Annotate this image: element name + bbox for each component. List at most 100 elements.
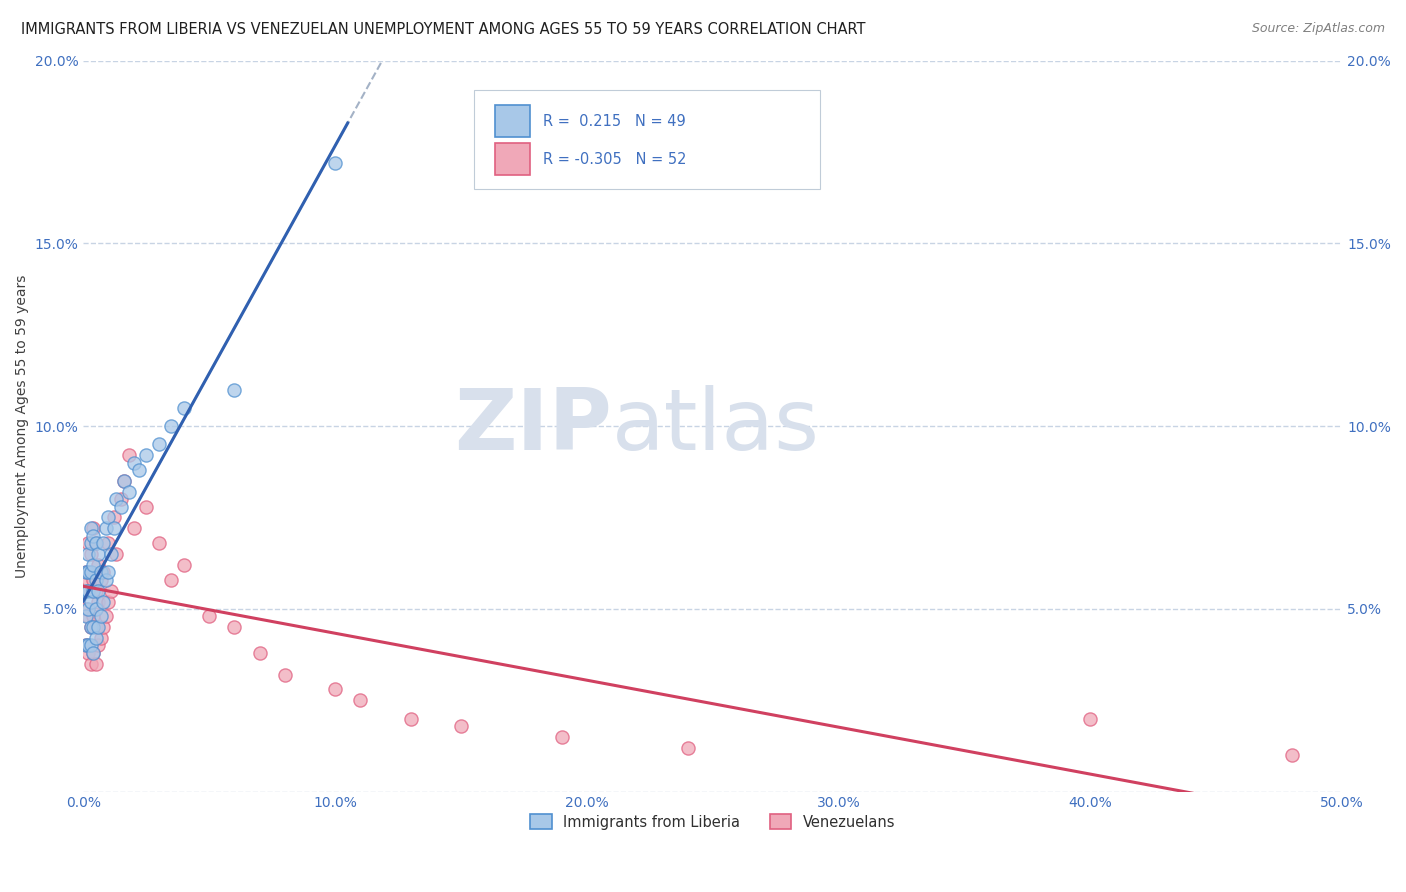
- Point: [80, 521, 103, 535]
- Point: [160, 573, 183, 587]
- Point: [90, 573, 112, 587]
- Point: [77, 609, 100, 624]
- Point: [75, 566, 97, 580]
- Point: [112, 474, 135, 488]
- Text: ZIP: ZIP: [454, 384, 612, 467]
- Point: [82, 529, 104, 543]
- Point: [87, 558, 110, 572]
- Point: [399, 712, 422, 726]
- Text: R = -0.305   N = 52: R = -0.305 N = 52: [543, 152, 686, 167]
- Point: [75, 639, 97, 653]
- Point: [84, 583, 107, 598]
- Text: IMMIGRANTS FROM LIBERIA VS VENEZUELAN UNEMPLOYMENT AMONG AGES 55 TO 59 YEARS COR: IMMIGRANTS FROM LIBERIA VS VENEZUELAN UN…: [21, 22, 866, 37]
- Point: [110, 492, 132, 507]
- Point: [84, 657, 107, 671]
- Point: [103, 510, 125, 524]
- Point: [160, 419, 183, 434]
- Point: [94, 573, 117, 587]
- Point: [77, 639, 100, 653]
- Point: [224, 620, 246, 634]
- Point: [80, 594, 103, 608]
- Point: [173, 401, 195, 415]
- Point: [87, 620, 110, 634]
- Point: [82, 521, 104, 535]
- Point: [93, 594, 115, 608]
- Point: [82, 583, 104, 598]
- Point: [80, 657, 103, 671]
- FancyBboxPatch shape: [495, 144, 530, 176]
- Point: [93, 536, 115, 550]
- Point: [77, 573, 100, 587]
- Point: [80, 547, 103, 561]
- Point: [84, 536, 107, 550]
- Point: [84, 620, 107, 634]
- Y-axis label: Unemployment Among Ages 55 to 59 years: Unemployment Among Ages 55 to 59 years: [15, 275, 30, 578]
- Point: [75, 566, 97, 580]
- Point: [87, 547, 110, 561]
- Point: [82, 558, 104, 572]
- Point: [274, 667, 297, 681]
- Point: [75, 639, 97, 653]
- Point: [100, 583, 122, 598]
- Point: [122, 521, 145, 535]
- Point: [75, 609, 97, 624]
- Point: [87, 639, 110, 653]
- Point: [198, 609, 221, 624]
- Point: [82, 646, 104, 660]
- Point: [94, 521, 117, 535]
- Point: [84, 631, 107, 645]
- Point: [77, 646, 100, 660]
- Point: [84, 573, 107, 587]
- FancyBboxPatch shape: [495, 105, 530, 137]
- Point: [128, 463, 150, 477]
- Point: [94, 609, 117, 624]
- Point: [82, 573, 104, 587]
- Point: [148, 536, 170, 550]
- Point: [77, 547, 100, 561]
- Point: [82, 609, 104, 624]
- Point: [117, 484, 139, 499]
- Point: [93, 566, 115, 580]
- Point: [323, 156, 346, 170]
- Point: [323, 682, 346, 697]
- Point: [97, 510, 120, 524]
- Point: [450, 719, 472, 733]
- Point: [87, 594, 110, 608]
- Point: [103, 521, 125, 535]
- Point: [77, 602, 100, 616]
- Point: [105, 492, 128, 507]
- Point: [80, 620, 103, 634]
- Point: [97, 536, 120, 550]
- Point: [122, 456, 145, 470]
- Point: [135, 448, 157, 462]
- Point: [105, 547, 128, 561]
- Point: [77, 536, 100, 550]
- Point: [110, 500, 132, 514]
- Point: [112, 474, 135, 488]
- Point: [97, 594, 120, 608]
- Point: [90, 609, 112, 624]
- Point: [97, 566, 120, 580]
- Point: [75, 583, 97, 598]
- Point: [75, 602, 97, 616]
- Point: [77, 566, 100, 580]
- Point: [148, 437, 170, 451]
- Text: atlas: atlas: [612, 384, 820, 467]
- Point: [249, 646, 271, 660]
- Text: R =  0.215   N = 49: R = 0.215 N = 49: [543, 114, 686, 128]
- Point: [1080, 712, 1102, 726]
- Point: [80, 639, 103, 653]
- Point: [84, 602, 107, 616]
- Point: [84, 536, 107, 550]
- Point: [82, 620, 104, 634]
- Point: [93, 620, 115, 634]
- FancyBboxPatch shape: [474, 90, 820, 188]
- Point: [676, 740, 699, 755]
- Point: [80, 620, 103, 634]
- Point: [1281, 747, 1303, 762]
- Point: [349, 693, 371, 707]
- Point: [173, 558, 195, 572]
- Point: [87, 583, 110, 598]
- Point: [80, 566, 103, 580]
- Point: [551, 730, 574, 744]
